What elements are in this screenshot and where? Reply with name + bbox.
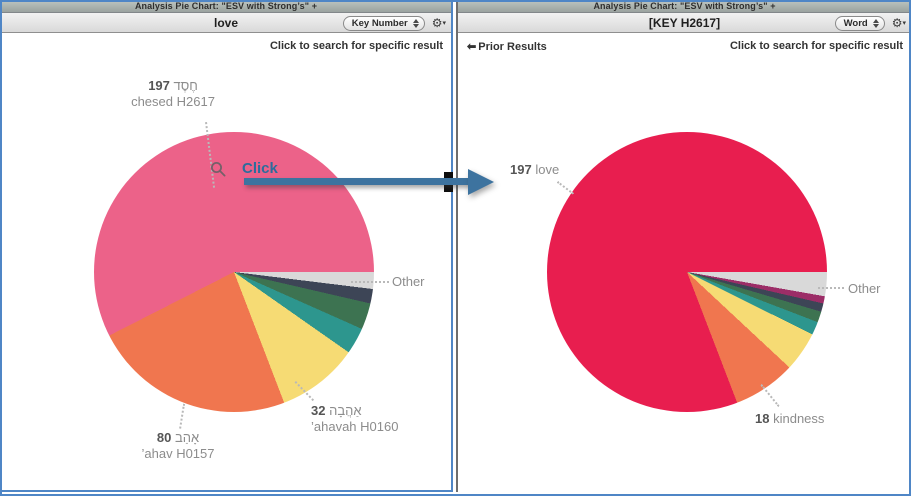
- window-title: Analysis Pie Chart: "ESV with Strong’s" …: [593, 1, 776, 11]
- callout-chesed: 197 חֶסֶד chesed H2617: [121, 78, 225, 110]
- left-arrow-icon: ⬅: [467, 41, 476, 53]
- tutorial-arrow-shaft: [244, 178, 470, 185]
- gear-icon[interactable]: ⚙▾: [891, 15, 906, 30]
- analysis-pie-chart-window-right: Analysis Pie Chart: "ESV with Strong’s" …: [456, 0, 911, 492]
- window-titlebar: Analysis Pie Chart: "ESV with Strong’s" …: [458, 0, 911, 13]
- window-title: Analysis Pie Chart: "ESV with Strong’s" …: [134, 1, 318, 11]
- analysis-mode-select[interactable]: Word: [834, 15, 885, 31]
- callout-love-name: love: [535, 162, 560, 177]
- callout-ahav-name: ’ahav H0157: [141, 446, 215, 461]
- callout-ahav-count: 80: [156, 430, 172, 445]
- leader-line: [760, 384, 780, 408]
- callout-chesed-name: chesed H2617: [131, 94, 215, 109]
- callout-chesed-hebrew: חֶסֶד: [173, 78, 198, 93]
- chevron-up-down-icon: [872, 18, 879, 28]
- analysis-mode-value: Word: [843, 17, 868, 29]
- leader-line: [818, 287, 844, 289]
- callout-other: Other: [848, 281, 881, 296]
- tutorial-arrow-head: [468, 169, 494, 195]
- prior-results-label: Prior Results: [478, 41, 547, 53]
- click-annotation: Click: [242, 160, 278, 177]
- callout-love: 197 love: [510, 162, 559, 178]
- gear-icon[interactable]: ⚙▾: [431, 15, 446, 30]
- callout-ahav: 80 אָהַב ’ahav H0157: [126, 430, 230, 462]
- callout-ahavah-count: 32: [311, 403, 326, 418]
- callout-other: Other: [392, 274, 425, 289]
- chevron-up-down-icon: [412, 18, 419, 28]
- callout-ahav-hebrew: אָהַב: [174, 430, 200, 445]
- chevron-down-icon: ▾: [902, 19, 906, 27]
- analysis-pie-chart-window-left: Analysis Pie Chart: "ESV with Strong’s" …: [0, 0, 453, 492]
- callout-love-count: 197: [510, 162, 532, 177]
- toolbar: love Key Number ⚙▾: [1, 13, 451, 33]
- callout-ahavah: 32 אַהֲבָה ’ahavah H0160: [311, 403, 398, 435]
- search-query-text: [KEY H2617]: [648, 16, 721, 30]
- search-query-text: love: [213, 16, 238, 30]
- click-to-search-hint: Click to search for specific result: [269, 40, 443, 52]
- prior-results-button[interactable]: ⬅ Prior Results: [467, 40, 547, 53]
- toolbar: [KEY H2617] Word ⚙▾: [458, 13, 911, 33]
- pie-chart-key-numbers[interactable]: [94, 132, 374, 412]
- leader-line: [556, 181, 574, 195]
- callout-kindness-count: 18: [755, 411, 770, 426]
- callout-ahavah-hebrew: אַהֲבָה: [329, 403, 362, 418]
- click-to-search-hint: Click to search for specific result: [729, 40, 903, 52]
- window-titlebar: Analysis Pie Chart: "ESV with Strong’s" …: [1, 0, 451, 13]
- callout-chesed-count: 197: [148, 78, 170, 93]
- pie-chart-words[interactable]: [547, 132, 827, 412]
- analysis-mode-value: Key Number: [351, 17, 408, 29]
- analysis-mode-select[interactable]: Key Number: [342, 15, 425, 31]
- callout-ahavah-name: ’ahavah H0160: [311, 419, 399, 434]
- leader-line: [179, 403, 185, 429]
- leader-line: [351, 281, 389, 283]
- magnifier-cursor-icon: [210, 161, 227, 183]
- callout-kindness: 18 kindness: [755, 411, 824, 427]
- callout-kindness-name: kindness: [773, 411, 825, 426]
- chevron-down-icon: ▾: [442, 19, 446, 27]
